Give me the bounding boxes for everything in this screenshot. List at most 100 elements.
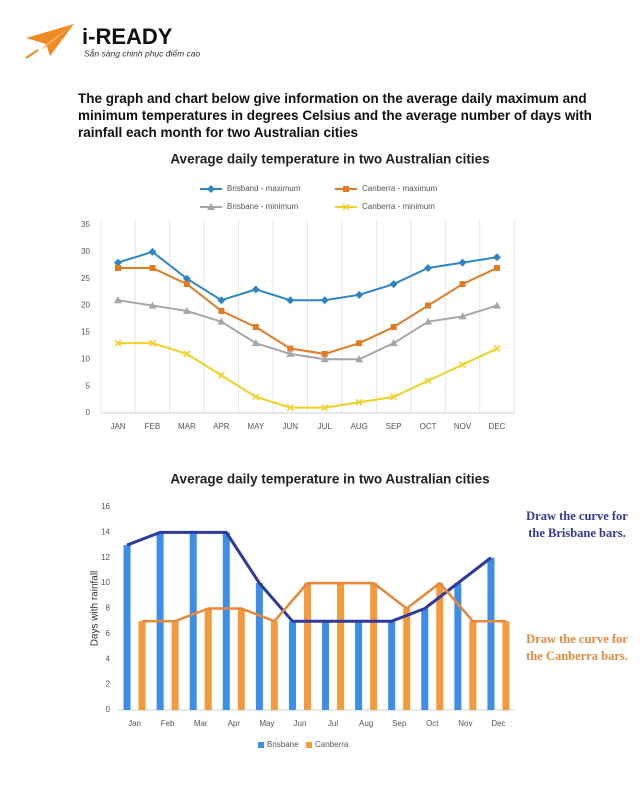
y-tick-label: 25 [81,274,90,283]
bar [303,583,311,710]
series-line [117,299,498,361]
marker [182,274,191,283]
marker [493,301,501,309]
bar [171,621,179,710]
bar [123,545,131,710]
marker [458,312,467,320]
x-tick-label: Sep [392,719,407,728]
marker [183,350,191,358]
bar [222,532,230,710]
bar [204,608,212,710]
bar [288,621,296,710]
marker [459,361,467,369]
x-tick-label: May [259,719,274,728]
x-tick-label: JUN [282,422,298,431]
marker [342,203,350,211]
marker [218,307,225,314]
y-tick-label: 6 [106,629,111,638]
legend-swatch [306,742,312,748]
marker [389,339,398,347]
marker [343,186,349,192]
legend-label: Canberra - minimum [362,202,435,211]
y-tick-label: 0 [106,705,111,714]
x-tick-label: Mar [194,719,208,728]
marker [459,281,466,288]
marker [148,301,157,309]
drawn-curve [142,581,506,623]
y-tick-label: 35 [81,220,90,229]
marker [207,185,215,193]
marker [251,339,260,347]
marker [321,404,329,412]
y-tick-label: 16 [101,502,110,511]
marker [149,264,156,271]
y-tick-label: 20 [81,301,90,310]
series-line [118,342,498,409]
marker [286,296,295,305]
marker [355,355,364,363]
bar [421,608,429,710]
x-tick-label: Jun [294,719,307,728]
bar [255,583,263,710]
marker [148,247,157,256]
bar [138,621,146,710]
marker [424,263,433,272]
x-tick-label: FEB [145,422,161,431]
marker [183,281,190,288]
marker [390,324,397,331]
x-tick-label: Nov [458,719,472,728]
bar [388,621,396,710]
chart-title: Average daily temperature in two Austral… [170,472,489,487]
marker [252,393,260,401]
x-tick-label: JUL [318,422,333,431]
y-tick-label: 2 [106,680,111,689]
marker [389,280,398,289]
marker [217,317,226,325]
marker [114,258,122,267]
marker [493,253,501,262]
x-tick-label: Oct [426,719,439,728]
annotation-text: Draw the curve for [526,509,628,523]
bar [189,532,197,710]
y-tick-label: 30 [81,247,90,256]
tagline: Sẵn sàng chinh phục điểm cao [84,48,201,58]
bar [322,621,330,710]
bar [337,583,345,710]
x-tick-label: DEC [489,422,506,431]
marker [148,339,156,347]
y-tick-label: 5 [86,381,91,390]
x-tick-label: APR [213,422,230,431]
marker [321,350,328,357]
logo-text: i-READY [82,24,173,49]
drawn-curve [126,530,492,623]
annotation-text: the Brisbane bars. [528,526,626,540]
marker [320,355,329,363]
annotation-text: Draw the curve for [526,632,628,646]
marker [355,398,363,406]
legend-label: Brisband - maximum [227,184,301,193]
bar [454,583,462,710]
x-tick-label: Jan [128,719,141,728]
bar [237,608,245,710]
x-tick-label: JAN [110,422,125,431]
bar [370,583,378,710]
marker [217,371,225,379]
marker [390,393,398,401]
x-tick-label: Aug [359,719,373,728]
y-tick-label: 14 [101,527,110,536]
legend-label: Canberra [315,740,349,749]
y-tick-label: 0 [86,408,91,417]
x-tick-label: Feb [161,719,175,728]
marker [356,340,363,347]
marker [114,339,122,347]
marker [114,296,122,304]
logo-icon [25,24,74,59]
marker [493,345,501,353]
bar [436,583,444,710]
y-tick-label: 8 [106,604,111,613]
x-tick-label: Jul [328,719,338,728]
marker [286,404,294,412]
marker [182,306,191,314]
marker [217,296,226,305]
